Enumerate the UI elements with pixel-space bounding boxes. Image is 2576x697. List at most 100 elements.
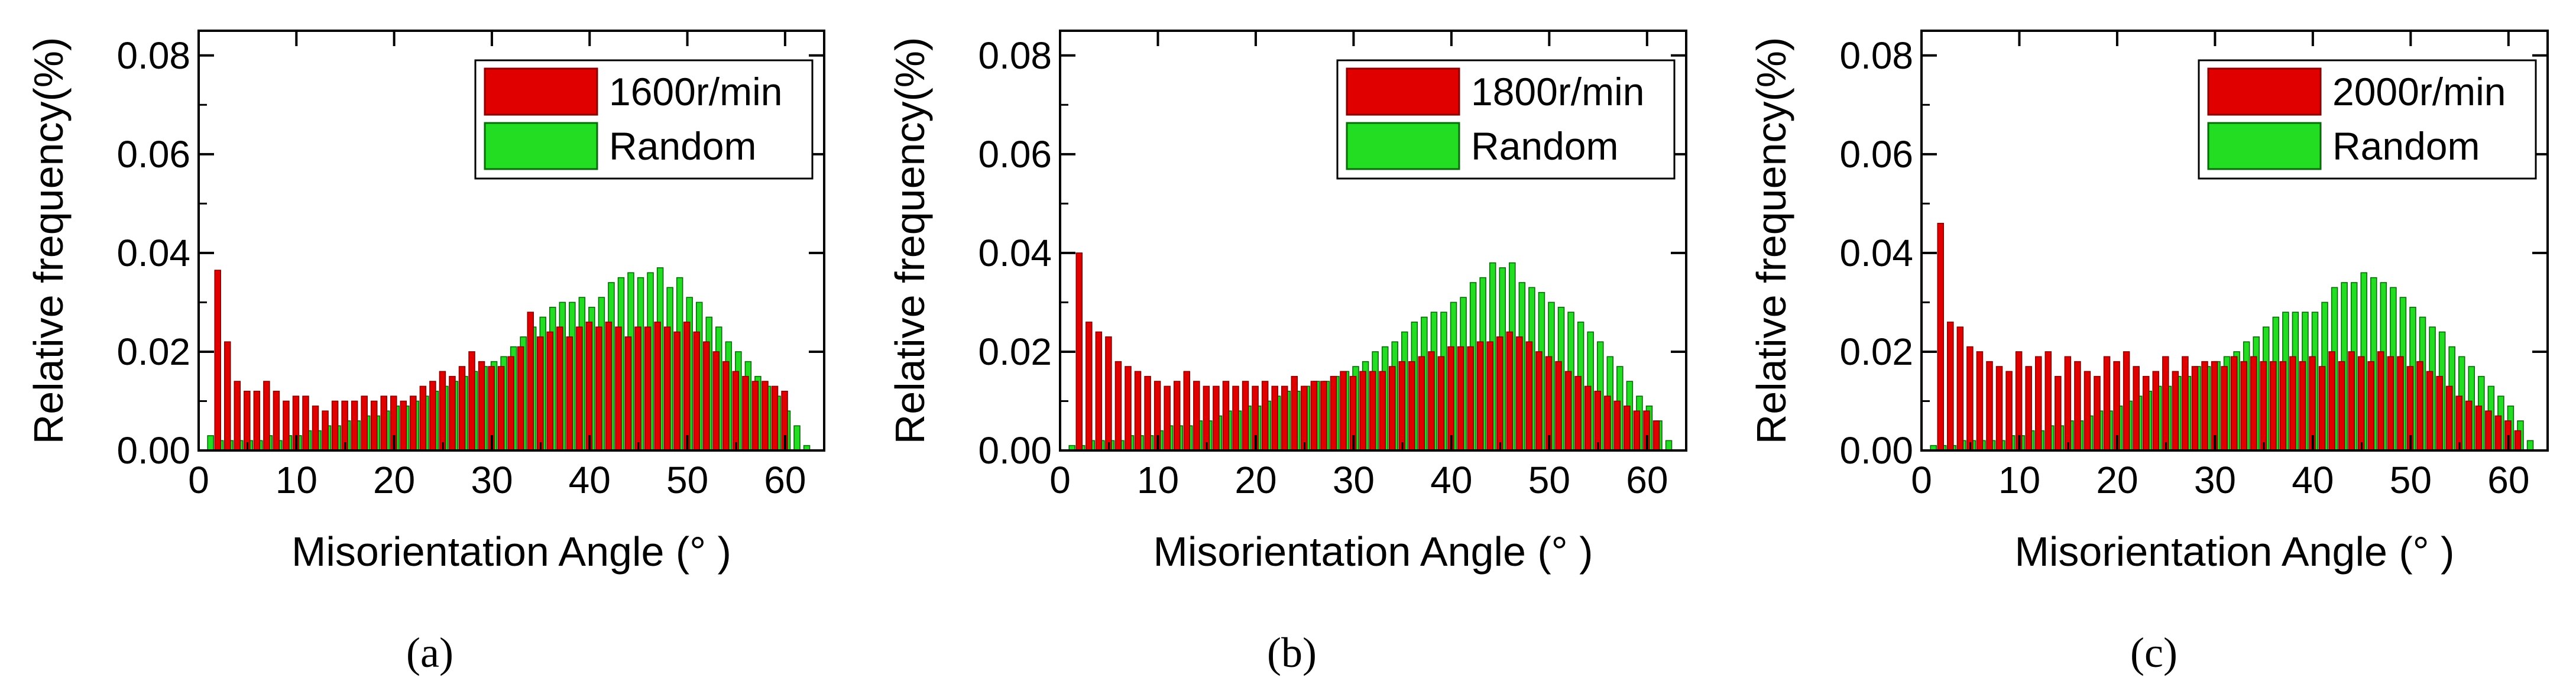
chart0-bar-speed-20 [400,400,407,451]
chart1-ytick-label-2: 0.04 [978,232,1052,274]
chart1-bar-speed-60 [1652,420,1660,451]
chart0-bar-speed-12 [322,410,329,451]
chart0-bar-speed-2 [224,341,231,451]
chart0-bar-speed-48 [673,331,681,451]
chart1-xtick-label-5: 50 [1528,459,1570,501]
chart1-bar-speed-46 [1516,336,1523,451]
chart2-x-axis-label: Misorientation Angle (° ) [2015,529,2455,575]
chart2-bar-speed-3 [1956,326,1964,451]
chart2-bar-speed-24 [2162,356,2169,451]
chart1-bar-speed-1 [1075,252,1083,451]
chart0-bar-speed-23 [429,381,436,451]
chart0-bar-speed-17 [370,400,378,451]
chart0-bar-speed-54 [732,371,740,451]
chart2-bar-speed-46 [2377,351,2384,451]
chart0-bar-speed-4 [244,390,251,451]
chart1-legend-swatch-random [1346,122,1460,170]
chart1-bar-speed-18 [1242,381,1249,451]
chart2-bar-speed-36 [2279,361,2287,451]
chart2-bar-speed-26 [2182,356,2189,451]
chart1-bar-speed-20 [1261,381,1269,451]
chart2-bar-speed-25 [2172,371,2179,451]
chart1-bar-speed-33 [1389,366,1396,451]
chart2-bar-speed-32 [2240,361,2247,451]
chart1-bar-speed-57 [1624,406,1631,451]
chart0-x-axis-label: Misorientation Angle (° ) [291,529,731,575]
chart2-bar-speed-57 [2485,410,2492,451]
chart0-bar-speed-6 [263,381,270,451]
chart0-xtick-label-1: 10 [276,459,317,501]
chart0-bar-speed-50 [693,331,701,451]
chart1-bar-speed-41 [1467,346,1474,451]
chart0-bar-speed-30 [497,366,505,451]
chart0-bar-speed-42 [615,326,622,451]
chart1-bar-random-61 [1665,440,1673,451]
chart1-bar-speed-32 [1379,371,1386,451]
chart2-bar-speed-15 [2074,361,2081,451]
chart2-bar-speed-11 [2034,356,2042,451]
chart0-bar-speed-46 [654,322,661,451]
chart2-bar-speed-7 [1995,366,2003,451]
panel-label-c: (c) [2130,629,2178,676]
chart1-bar-speed-13 [1193,381,1200,451]
chart0-bar-speed-53 [722,361,730,451]
chart2-bar-speed-33 [2250,356,2257,451]
chart2-bar-speed-20 [2123,351,2130,451]
chart2-bar-speed-13 [2055,375,2062,451]
chart2-bar-speed-4 [1966,346,1974,451]
chart2-bar-speed-27 [2191,366,2199,451]
chart0-bar-speed-33 [527,312,534,451]
chart0-ytick-label-0: 0.00 [116,429,190,472]
chart1-bar-speed-37 [1428,351,1435,451]
chart0-ytick-label-1: 0.02 [116,330,190,373]
chart1-bar-speed-27 [1330,375,1337,451]
chart0-bar-speed-31 [507,356,514,451]
chart2-bar-speed-38 [2299,361,2306,451]
chart1-bar-speed-21 [1271,385,1278,451]
chart1-xtick-label-1: 10 [1137,459,1179,501]
chart1-bar-speed-35 [1408,361,1415,451]
chart0-bar-speed-38 [576,326,583,451]
chart1-bar-speed-10 [1164,385,1171,451]
chart1-xtick-label-4: 40 [1430,459,1472,501]
chart0-bar-speed-1 [214,270,221,451]
chart2-xtick-label-5: 50 [2390,459,2432,501]
chart0-bar-speed-34 [537,336,544,451]
chart2-ytick-label-2: 0.04 [1839,232,1913,274]
chart2-bar-speed-2 [1947,322,1954,451]
chart1-ytick-label-3: 0.06 [978,133,1052,176]
chart0-bar-speed-41 [605,322,613,451]
chart1-bar-speed-56 [1613,400,1621,451]
chart2-y-axis-label: Relative frequency(%) [1748,37,1794,445]
chart1-bar-speed-55 [1604,395,1611,451]
chart0-legend-swatch-speed [484,67,598,116]
chart2-bar-speed-37 [2289,356,2296,451]
chart2-bar-speed-60 [2514,430,2522,451]
chart1-bar-speed-17 [1232,385,1239,451]
chart1-bar-speed-50 [1555,361,1562,451]
chart2-ytick-label-3: 0.06 [1839,133,1913,176]
chart2-bar-speed-44 [2358,356,2365,451]
chart2-bar-speed-35 [2270,361,2277,451]
chart2-bar-speed-16 [2084,371,2091,451]
chart1-xtick-label-3: 30 [1333,459,1375,501]
chart0-bar-speed-37 [566,336,573,451]
chart0-bar-speed-13 [331,400,339,451]
chart1-bar-speed-6 [1125,366,1132,451]
chart2-bar-speed-53 [2445,385,2453,451]
chart1-bar-speed-15 [1213,385,1220,451]
chart1-ytick-label-4: 0.08 [978,34,1052,77]
chart-panel-b: 0.00 0.02 0.04 0.06 0.08 0 10 20 30 40 50 60 Misorie… [887,30,1687,575]
chart1-bar-speed-45 [1506,331,1514,451]
chart2-bar-speed-12 [2044,351,2052,451]
chart1-bar-speed-14 [1203,385,1210,451]
chart0-bar-speed-26 [458,366,466,451]
chart2-bar-speed-28 [2201,361,2208,451]
chart2-legend-swatch-speed [2207,67,2322,116]
chart2-bar-speed-10 [2025,366,2032,451]
chart0-bar-speed-52 [712,351,720,451]
chart0-bar-speed-10 [302,395,309,451]
chart0-bar-speed-49 [683,322,691,451]
chart1-bar-speed-58 [1633,410,1641,451]
